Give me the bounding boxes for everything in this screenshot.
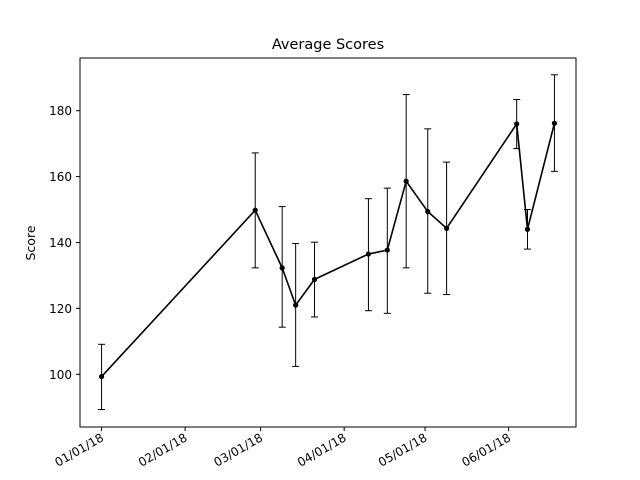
data-point	[279, 265, 285, 271]
y-tick-label: 160	[49, 170, 72, 184]
data-series	[98, 120, 558, 380]
y-axis-label: Score	[23, 225, 38, 260]
chart-title: Average Scores	[272, 37, 384, 53]
y-tick-label: 180	[49, 104, 72, 118]
data-point	[293, 302, 299, 308]
data-point	[425, 208, 431, 215]
data-point	[98, 373, 105, 380]
y-axis-ticks: 100 120 140 160 180	[49, 104, 80, 382]
data-point	[384, 247, 390, 253]
data-point	[365, 251, 372, 257]
data-point	[551, 120, 558, 126]
y-tick-label: 100	[49, 368, 72, 382]
data-point	[403, 178, 409, 184]
data-point	[311, 276, 318, 282]
data-point	[514, 121, 520, 127]
data-point	[444, 225, 450, 231]
y-tick-label: 140	[49, 236, 72, 250]
data-point	[252, 207, 258, 213]
y-tick-label: 120	[49, 302, 72, 316]
data-point	[524, 226, 531, 232]
plot-frame	[79, 57, 577, 428]
